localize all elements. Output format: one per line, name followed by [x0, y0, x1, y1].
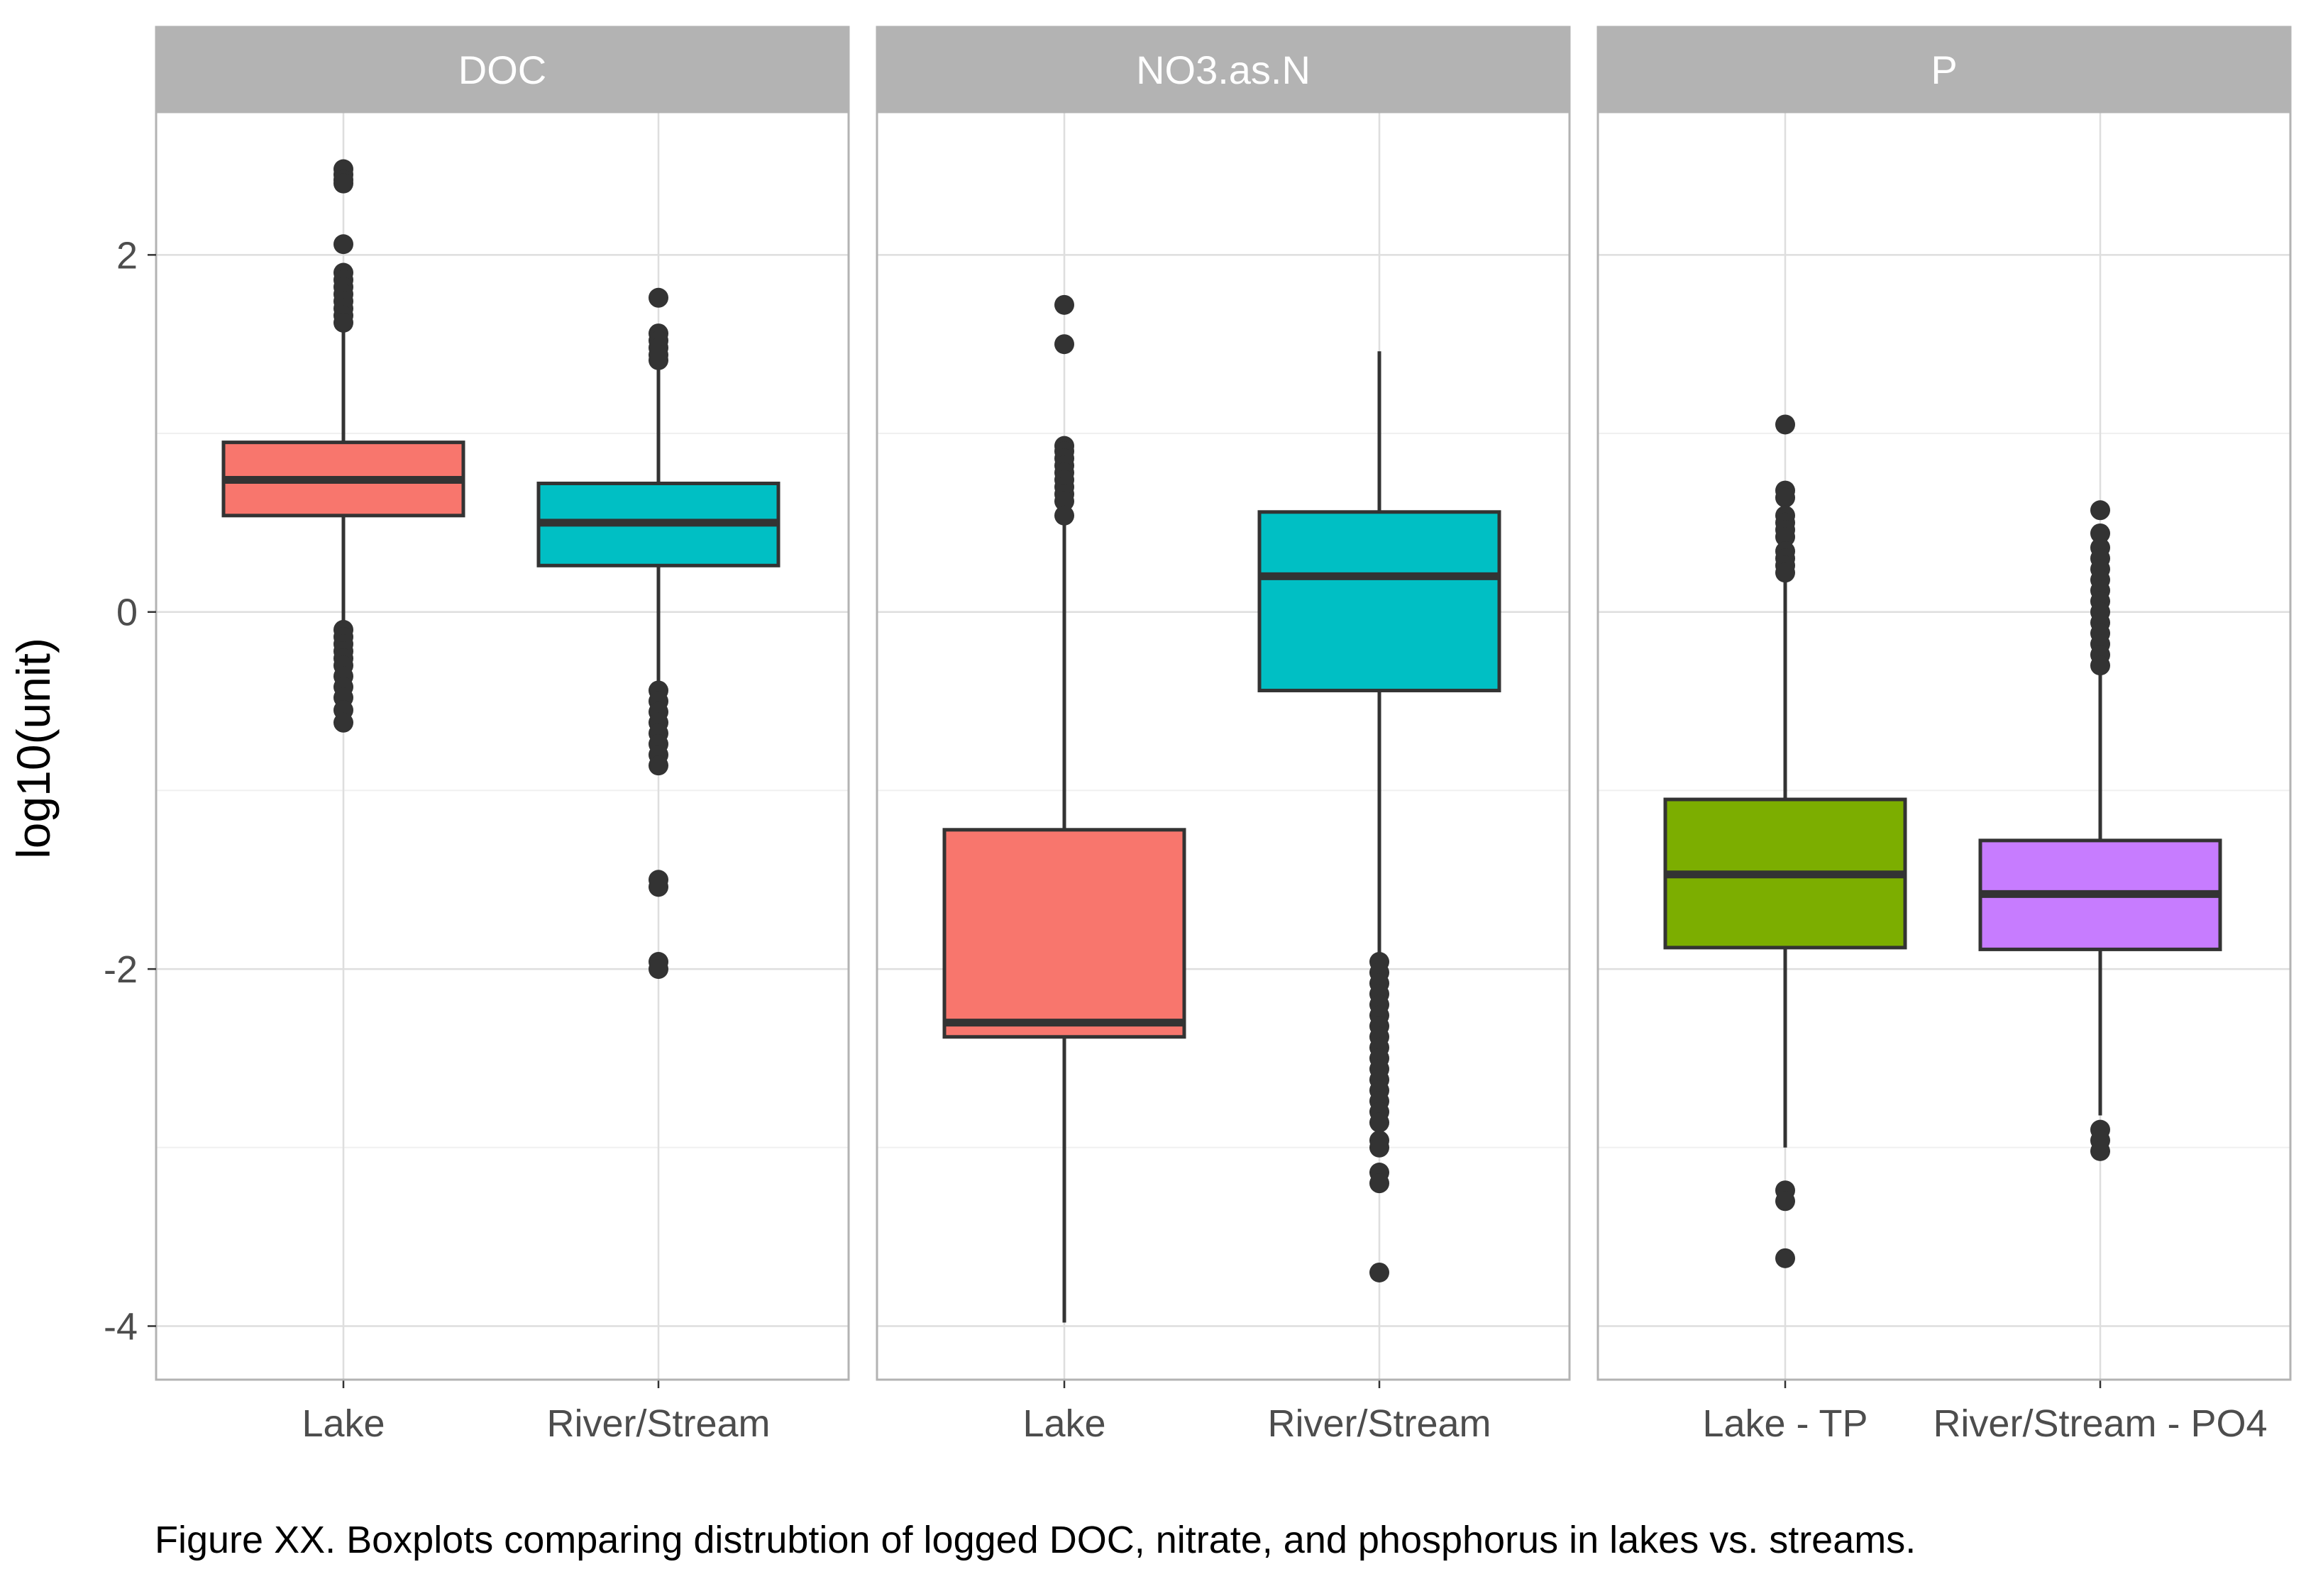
outlier-point	[1775, 1191, 1795, 1212]
outlier-point	[2090, 500, 2110, 521]
panel-background	[156, 112, 849, 1380]
x-tick-label: Lake - TP	[1702, 1402, 1868, 1445]
x-tick-label: Lake	[302, 1402, 385, 1445]
outlier-point	[649, 959, 668, 980]
facet-strip-label: NO3.as.N	[1136, 48, 1311, 92]
facet-strip	[155, 26, 850, 113]
outlier-point	[649, 350, 668, 370]
facet-panels: Lake River/Stream DOC Lake River/Stream NO3.a…	[155, 26, 2292, 1445]
facet-strip	[876, 26, 1571, 113]
box-river-stream-po4	[1978, 500, 2222, 1161]
facet-panel-doc: Lake River/Stream DOC	[155, 26, 850, 1445]
outlier-point	[1369, 1137, 1389, 1158]
x-tick-label: River/Stream - PO4	[1933, 1402, 2267, 1445]
panel-background	[877, 112, 1569, 1380]
iqr-box	[942, 828, 1186, 1039]
box-lake-tp	[1663, 414, 1907, 1268]
outlier-point	[1775, 527, 1795, 548]
x-tick-label: River/Stream	[1267, 1402, 1491, 1445]
outlier-point	[1775, 487, 1795, 508]
outlier-point	[1054, 491, 1074, 511]
outlier-point	[649, 287, 668, 308]
outlier-point	[1369, 1173, 1389, 1194]
x-tick-label: Lake	[1022, 1402, 1105, 1445]
outlier-point	[649, 877, 668, 897]
outlier-point	[649, 755, 668, 776]
outlier-point	[333, 712, 353, 733]
outlier-point	[333, 312, 353, 333]
facet-panel-p: Lake - TP River/Stream - PO4 P	[1596, 26, 2292, 1445]
outlier-point	[1054, 294, 1074, 315]
outlier-point	[1054, 505, 1074, 526]
y-axis: 2 0 -2 -4	[104, 234, 156, 1348]
box-river-stream	[536, 287, 780, 980]
outlier-point	[1775, 414, 1795, 435]
panel-background	[1598, 112, 2290, 1380]
outlier-point	[333, 234, 353, 255]
iqr-box	[1257, 510, 1501, 692]
outlier-point	[2090, 655, 2110, 676]
outlier-point	[1775, 1248, 1795, 1268]
outlier-point	[333, 173, 353, 194]
y-tick-label: 2	[116, 234, 138, 277]
figure-caption: Figure XX. Boxplots comparing distrubtio…	[155, 1519, 1916, 1561]
outlier-point	[1369, 1262, 1389, 1282]
box-lake	[221, 159, 465, 733]
box-lake	[942, 294, 1186, 1323]
outlier-point	[1775, 563, 1795, 583]
facet-panel-no3-as-n: Lake River/Stream NO3.as.N	[876, 26, 1571, 1445]
outlier-point	[2090, 523, 2110, 543]
facet-strip	[1596, 26, 2292, 113]
facet-strip-label: DOC	[458, 48, 546, 92]
box-river-stream	[1257, 351, 1501, 1282]
y-tick-label: -4	[104, 1305, 138, 1348]
y-axis-title: log10(unit)	[7, 638, 60, 859]
x-tick-label: River/Stream	[546, 1402, 770, 1445]
outlier-point	[1054, 334, 1074, 355]
outlier-point	[1369, 1112, 1389, 1133]
y-tick-label: -2	[104, 948, 138, 991]
outlier-point	[2090, 1141, 2110, 1161]
y-tick-label: 0	[116, 592, 138, 634]
facet-strip-label: P	[1931, 48, 1957, 92]
